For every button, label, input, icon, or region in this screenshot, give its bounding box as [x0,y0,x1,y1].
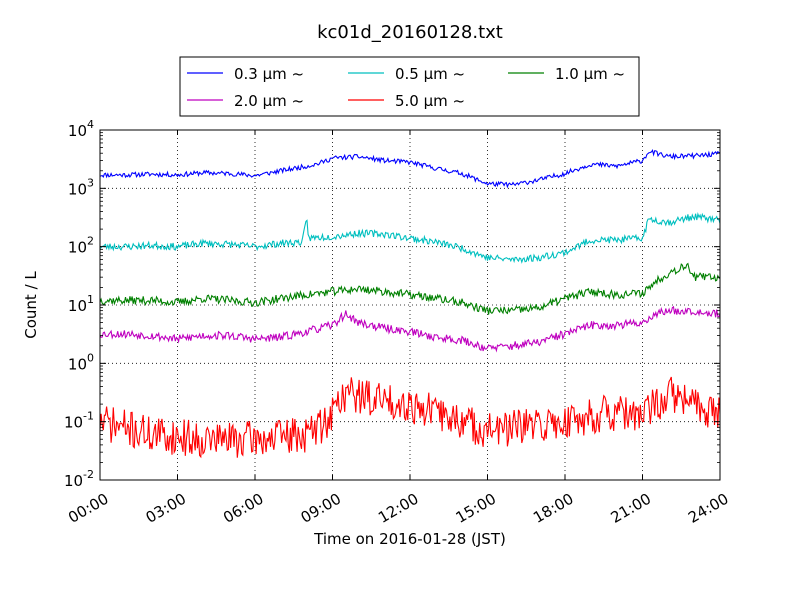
series-line-3 [100,262,720,315]
series-line-1 [100,148,720,189]
series-lines [100,148,720,459]
legend-label: 0.5 μm ~ [395,65,465,83]
y-tick-label: 10-1 [64,410,94,432]
y-tick-label: 101 [68,293,94,315]
x-tick-label: 24:00 [685,490,731,527]
legend-label: 5.0 μm ~ [395,92,465,110]
legend: 0.3 μm ~ 0.5 μm ~ 1.0 μm ~ 2.0 μm ~ 5.0 μm ~ [179,56,640,117]
series-line-2 [100,211,720,264]
x-tick-label: 03:00 [143,490,189,527]
grid [100,130,720,480]
y-axis-label: Count / L [22,271,40,339]
legend-label: 0.3 μm ~ [234,65,304,83]
x-tick-label: 21:00 [608,490,654,527]
x-tick-label: 00:00 [65,490,111,527]
y-tick-label: 102 [68,235,94,257]
x-axis-label: Time on 2016-01-28 (JST) [313,530,506,548]
x-tick-label: 09:00 [298,490,344,527]
legend-label: 2.0 μm ~ [234,92,304,110]
series-line-4 [100,305,720,353]
legend-label: 1.0 μm ~ [555,65,625,83]
y-tick-label: 10-2 [64,468,94,490]
x-tick-label: 15:00 [453,490,499,527]
chart-title: kc01d_20160128.txt [317,22,503,43]
x-tick-label: 06:00 [220,490,266,527]
y-tick-label: 103 [68,176,94,198]
series-line-5 [100,376,720,459]
y-tick-label: 104 [68,118,94,140]
legend-box [179,56,640,117]
x-tick-label: 18:00 [530,490,576,527]
y-tick-label: 100 [68,351,94,373]
x-tick-label: 12:00 [375,490,421,527]
